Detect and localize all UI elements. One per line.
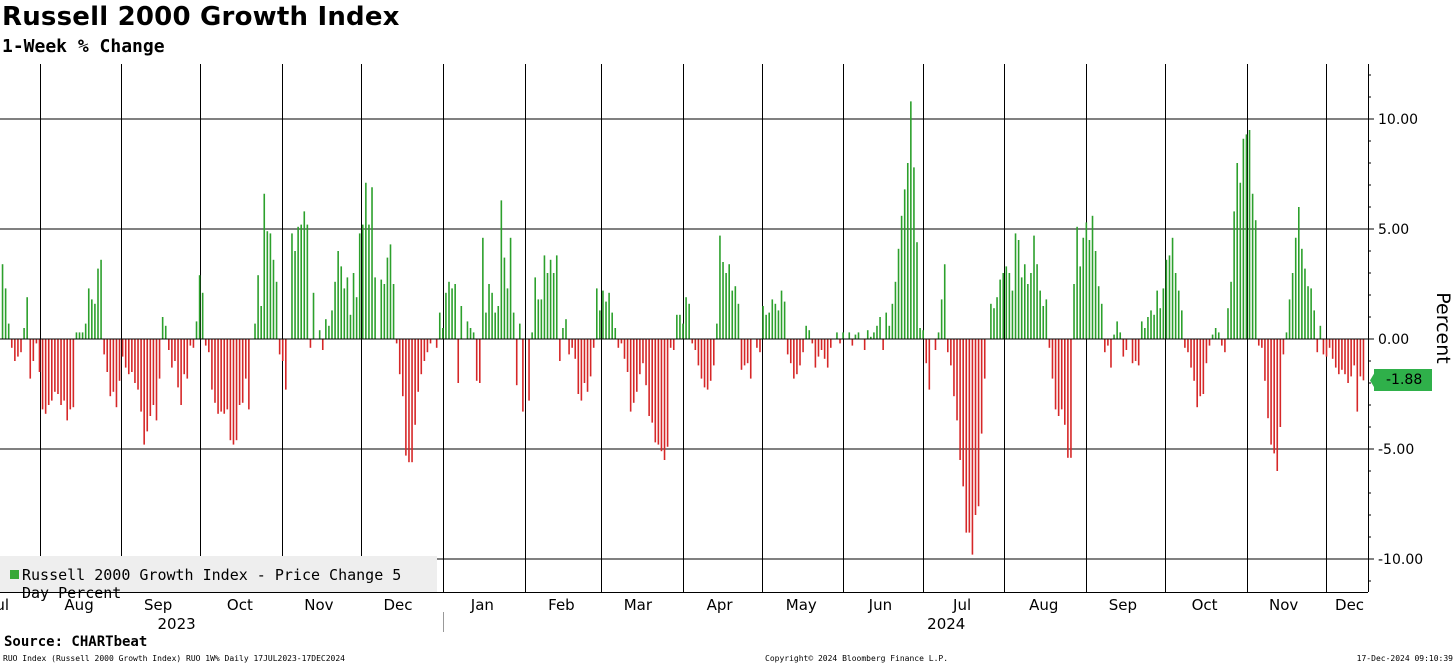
y-tick-label: 10.00 bbox=[1378, 112, 1418, 128]
y-tick-label: -5.00 bbox=[1378, 442, 1414, 458]
footer-left: RUO Index (Russell 2000 Growth Index) RU… bbox=[3, 654, 345, 663]
footer-copyright: Copyright© 2024 Bloomberg Finance L.P. bbox=[765, 654, 949, 663]
x-tick-label: Oct bbox=[1192, 596, 1218, 614]
x-tick-label: Mar bbox=[624, 596, 653, 614]
x-tick-label: Jul bbox=[952, 596, 971, 614]
x-tick-label: Nov bbox=[304, 596, 333, 614]
x-tick-label: Jul bbox=[0, 596, 9, 614]
x-tick-label: Jan bbox=[470, 596, 494, 614]
bars-layer bbox=[1, 101, 1365, 555]
legend-label: Russell 2000 Growth Index - Price Change… bbox=[22, 566, 402, 602]
x-tick-label: Jun bbox=[868, 596, 892, 614]
chart-title: Russell 2000 Growth Index bbox=[2, 2, 400, 32]
x-tick-label: May bbox=[786, 596, 817, 614]
x-tick-label: Aug bbox=[1029, 596, 1058, 614]
x-tick-label: Sep bbox=[144, 596, 172, 614]
legend-swatch bbox=[10, 570, 19, 579]
x-tick-label: Dec bbox=[383, 596, 412, 614]
y-tick-label: 0.00 bbox=[1378, 332, 1409, 348]
grid-layer bbox=[0, 64, 1368, 592]
y-tick-label: 5.00 bbox=[1378, 222, 1409, 238]
x-tick-label: Dec bbox=[1335, 596, 1364, 614]
x-tick-label: Oct bbox=[227, 596, 253, 614]
y-tick-label: -10.00 bbox=[1378, 552, 1423, 568]
chart-subtitle: 1-Week % Change bbox=[2, 36, 165, 57]
legend: Russell 2000 Growth Index - Price Change… bbox=[0, 556, 437, 602]
x-tick-label: Feb bbox=[548, 596, 575, 614]
last-value-badge bbox=[1374, 369, 1432, 391]
x-tick-label: Sep bbox=[1109, 596, 1137, 614]
year-label: 2024 bbox=[927, 615, 965, 633]
last-value-label: -1.88 bbox=[1386, 372, 1423, 388]
footer-timestamp: 17-Dec-2024 09:10:39 bbox=[1356, 654, 1453, 663]
x-tick-label: Aug bbox=[64, 596, 93, 614]
x-tick-label: Apr bbox=[707, 596, 734, 614]
source-note: Source: CHARTbeat bbox=[4, 634, 148, 650]
axis-layer: 10.00 5.00 0.00 -5.00 -10.00 Jul Aug Sep Oct Nov D… bbox=[0, 64, 1454, 633]
y-axis-title: Percent bbox=[1432, 292, 1454, 364]
x-tick-label: Nov bbox=[1269, 596, 1298, 614]
year-label: 2023 bbox=[158, 615, 196, 633]
